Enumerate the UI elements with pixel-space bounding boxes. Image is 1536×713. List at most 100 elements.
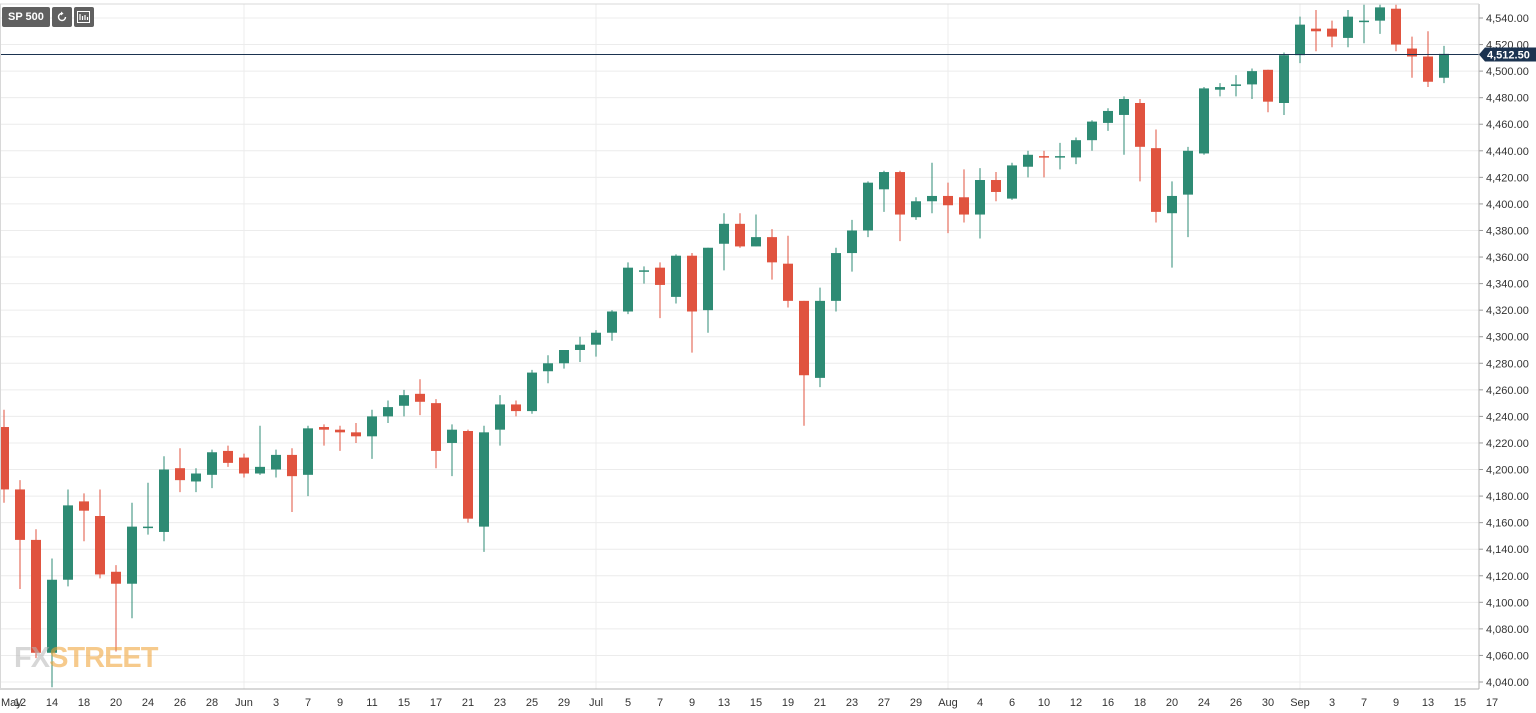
candle bbox=[1183, 146, 1193, 238]
candle bbox=[1055, 142, 1065, 170]
candle-body bbox=[1215, 87, 1225, 90]
candle-body bbox=[1407, 48, 1417, 57]
y-tick-label: 4,180.00 bbox=[1486, 491, 1529, 503]
candle bbox=[959, 169, 969, 223]
x-tick-label: 7 bbox=[305, 697, 311, 709]
candle bbox=[1407, 36, 1417, 78]
candle-body bbox=[927, 195, 937, 202]
x-tick-label: 29 bbox=[910, 697, 922, 709]
candle bbox=[655, 262, 665, 319]
y-tick-label: 4,340.00 bbox=[1486, 279, 1529, 291]
candle bbox=[1023, 150, 1033, 178]
candle-body bbox=[351, 432, 361, 437]
candle bbox=[991, 172, 1001, 202]
x-tick-label: 9 bbox=[1393, 697, 1399, 709]
candle-body bbox=[95, 516, 105, 575]
candle bbox=[799, 300, 809, 426]
candle-body bbox=[287, 454, 297, 477]
x-tick-label: Jun bbox=[235, 697, 253, 709]
x-tick-label: 18 bbox=[78, 697, 90, 709]
candle-body bbox=[687, 255, 697, 312]
candle bbox=[719, 213, 729, 271]
candle bbox=[527, 369, 537, 414]
axis-layer: 4,040.00 4,060.00 4,080.00 4,100.00 4,120.00… bbox=[0, 3, 1536, 709]
candle bbox=[1375, 4, 1385, 34]
candle bbox=[15, 480, 25, 590]
candle bbox=[63, 489, 73, 587]
candle bbox=[1327, 20, 1337, 48]
chart-type-button[interactable] bbox=[73, 7, 94, 27]
candle bbox=[1263, 69, 1273, 113]
candle-body bbox=[303, 428, 313, 475]
candle-body bbox=[191, 473, 201, 482]
candle-body bbox=[943, 195, 953, 206]
candle bbox=[943, 182, 953, 234]
candle bbox=[239, 453, 249, 478]
candle-body bbox=[639, 270, 649, 272]
candle-body bbox=[1199, 88, 1209, 154]
candle bbox=[911, 197, 921, 220]
candle bbox=[447, 424, 457, 477]
candle bbox=[879, 170, 889, 212]
x-tick-label: 19 bbox=[782, 697, 794, 709]
candle bbox=[191, 468, 201, 493]
candle-body bbox=[47, 579, 57, 653]
candle bbox=[431, 399, 441, 469]
refresh-icon bbox=[57, 11, 67, 22]
x-tick-label: 6 bbox=[1009, 697, 1015, 709]
candle bbox=[559, 350, 569, 369]
candle-body bbox=[1007, 165, 1017, 199]
y-tick-label: 4,040.00 bbox=[1486, 677, 1529, 689]
candle bbox=[591, 330, 601, 357]
candle bbox=[31, 529, 41, 659]
candle bbox=[895, 170, 905, 242]
y-tick-label: 4,220.00 bbox=[1486, 438, 1529, 450]
candle-body bbox=[607, 311, 617, 333]
candle-body bbox=[0, 427, 9, 490]
candle-body bbox=[31, 539, 41, 653]
candle bbox=[1439, 45, 1449, 84]
candle-body bbox=[1327, 28, 1337, 37]
candle-body bbox=[1023, 154, 1033, 167]
candle-body bbox=[879, 172, 889, 190]
candle-body bbox=[863, 182, 873, 231]
candle bbox=[1295, 16, 1305, 64]
y-tick-label: 4,160.00 bbox=[1486, 518, 1529, 530]
symbol-button[interactable]: SP 500 bbox=[2, 7, 50, 27]
candle bbox=[815, 287, 825, 388]
candle bbox=[175, 448, 185, 493]
candle-body bbox=[495, 404, 505, 430]
candle bbox=[543, 355, 553, 384]
y-tick-label: 4,440.00 bbox=[1486, 146, 1529, 158]
candle bbox=[95, 489, 105, 579]
candle-body bbox=[735, 223, 745, 247]
candle bbox=[255, 425, 265, 475]
candle-body bbox=[463, 431, 473, 519]
y-tick-label: 4,060.00 bbox=[1486, 650, 1529, 662]
candle-body bbox=[1087, 121, 1097, 141]
candle bbox=[111, 565, 121, 652]
candle-body bbox=[1151, 148, 1161, 212]
x-tick-label: 7 bbox=[1361, 697, 1367, 709]
candle-body bbox=[1055, 156, 1065, 158]
y-tick-label: 4,200.00 bbox=[1486, 465, 1529, 477]
candle bbox=[639, 266, 649, 284]
x-tick-label: 20 bbox=[1166, 697, 1178, 709]
candle bbox=[303, 425, 313, 497]
candle-body bbox=[127, 526, 137, 584]
candle-body bbox=[1039, 156, 1049, 158]
candle bbox=[159, 456, 169, 542]
candle-body bbox=[1343, 16, 1353, 38]
candle-body bbox=[591, 332, 601, 345]
chart-type-icon bbox=[77, 11, 91, 23]
x-tick-label: Aug bbox=[938, 697, 958, 709]
candle-body bbox=[1103, 110, 1113, 123]
candle bbox=[671, 254, 681, 304]
refresh-button[interactable] bbox=[51, 7, 72, 27]
candle-body bbox=[479, 432, 489, 527]
x-tick-label: 13 bbox=[718, 697, 730, 709]
candle-body bbox=[207, 452, 217, 475]
y-tick-label: 4,380.00 bbox=[1486, 225, 1529, 237]
x-tick-label: 7 bbox=[657, 697, 663, 709]
candle-body bbox=[159, 469, 169, 532]
